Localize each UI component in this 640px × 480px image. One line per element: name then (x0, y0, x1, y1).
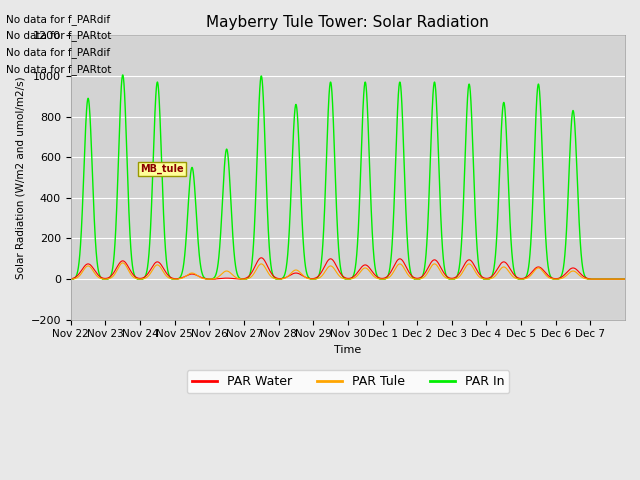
Text: MB_tule: MB_tule (140, 164, 184, 174)
PAR Tule (621, 276, 629, 282)
PAR Water (542, 270, 550, 276)
PAR Tule (119, 260, 127, 266)
Text: No data for f_PARtot: No data for f_PARtot (6, 30, 112, 41)
PAR Water (204, 276, 212, 282)
PAR Tule (67, 276, 75, 282)
PAR Water (257, 255, 265, 261)
PAR In (621, 276, 629, 282)
Text: No data for f_PARdif: No data for f_PARdif (6, 13, 111, 24)
Title: Mayberry Tule Tower: Solar Radiation: Mayberry Tule Tower: Solar Radiation (207, 15, 490, 30)
PAR Tule (398, 263, 406, 268)
PAR Water (369, 269, 376, 275)
PAR In (527, 233, 535, 239)
PAR In (369, 234, 376, 240)
PAR In (541, 230, 549, 236)
PAR In (500, 100, 508, 106)
PAR Water (500, 259, 508, 265)
PAR Tule (541, 272, 549, 277)
Line: PAR Tule: PAR Tule (71, 263, 625, 279)
PAR In (398, 108, 406, 114)
PAR In (119, 72, 127, 78)
Line: PAR In: PAR In (71, 75, 625, 279)
X-axis label: Time: Time (334, 345, 362, 355)
Y-axis label: Solar Radiation (W/m2 and umol/m2/s): Solar Radiation (W/m2 and umol/m2/s) (15, 76, 25, 279)
PAR Tule (182, 273, 189, 279)
PAR Tule (527, 272, 535, 278)
PAR Water (67, 276, 75, 282)
PAR Tule (369, 272, 376, 278)
PAR Water (182, 273, 189, 279)
PAR Tule (500, 264, 508, 270)
Text: No data for f_PARdif: No data for f_PARdif (6, 47, 111, 58)
PAR Water (527, 270, 535, 276)
PAR Water (621, 276, 629, 282)
Line: PAR Water: PAR Water (71, 258, 625, 279)
Text: No data for f_PARtot: No data for f_PARtot (6, 64, 112, 75)
PAR In (67, 276, 75, 282)
PAR Water (399, 257, 406, 263)
PAR In (182, 240, 189, 246)
Legend: PAR Water, PAR Tule, PAR In: PAR Water, PAR Tule, PAR In (187, 370, 509, 393)
